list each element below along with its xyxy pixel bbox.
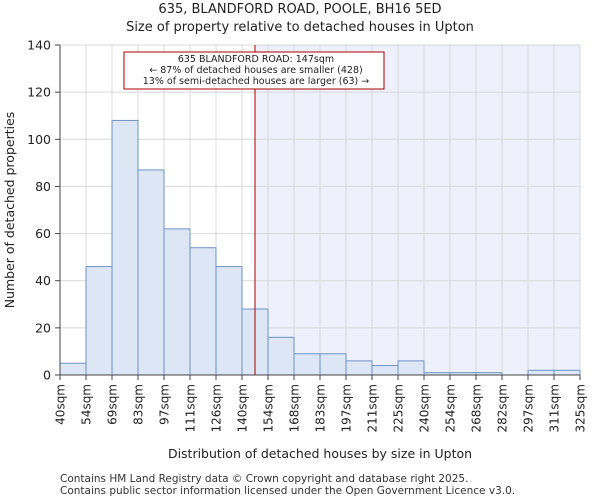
bar-40sqm — [59, 362, 87, 376]
bar-69sqm — [111, 119, 139, 376]
bar-211sqm — [371, 365, 399, 376]
bar-83sqm — [137, 169, 165, 376]
bar-183sqm — [319, 353, 347, 376]
annotation-box: 635 BLANDFORD ROAD: 147sqm ← 87% of deta… — [123, 51, 385, 90]
x-tick-label: 154sqm — [262, 384, 276, 432]
x-tick-label: 168sqm — [288, 384, 302, 432]
x-tick-label: 268sqm — [470, 384, 484, 432]
y-tick-label: 40 — [35, 273, 51, 288]
y-tick-label: 120 — [27, 85, 51, 100]
y-tick-label: 80 — [35, 179, 51, 194]
footer-line-1: Contains HM Land Registry data © Crown c… — [60, 473, 469, 485]
bar-111sqm — [189, 247, 217, 376]
x-tick-label: 140sqm — [236, 384, 250, 432]
x-tick-label: 254sqm — [444, 384, 458, 432]
y-axis-label: Number of detached properties — [2, 112, 17, 309]
bar-126sqm — [215, 266, 243, 376]
x-tick-label: 311sqm — [548, 384, 562, 432]
x-tick-label: 83sqm — [132, 384, 146, 425]
bar-297sqm — [527, 369, 555, 376]
bar-97sqm — [163, 228, 191, 376]
bar-311sqm — [553, 369, 581, 376]
histogram-chart: 0 20 40 60 80 100 120 140 40sqm 54sqm 69sqm 83sqm 97… — [2, 38, 588, 462]
x-tick-label: 225sqm — [392, 384, 406, 432]
bar-154sqm — [267, 336, 295, 376]
x-tick-label: 97sqm — [158, 384, 172, 425]
chart-title: 635, BLANDFORD ROAD, POOLE, BH16 5ED — [158, 2, 442, 17]
y-tick-label: 0 — [43, 368, 51, 383]
y-tick-label: 140 — [27, 38, 51, 53]
x-tick-label: 69sqm — [106, 384, 120, 425]
x-tick-label: 240sqm — [418, 384, 432, 432]
larger-region-shade — [255, 45, 580, 375]
x-tick-label: 40sqm — [54, 384, 68, 425]
x-tick-label: 183sqm — [314, 384, 328, 432]
x-tick-label: 54sqm — [80, 384, 94, 425]
x-tick-label: 197sqm — [340, 384, 354, 432]
x-tick-label: 211sqm — [366, 384, 380, 432]
x-axis-label: Distribution of detached houses by size … — [168, 446, 472, 461]
chart-subtitle: Size of property relative to detached ho… — [126, 20, 474, 35]
x-tick-label: 126sqm — [210, 384, 224, 432]
bar-225sqm — [397, 360, 425, 376]
annotation-line-1: 635 BLANDFORD ROAD: 147sqm — [178, 54, 334, 65]
y-tick-label: 60 — [35, 226, 51, 241]
x-tick-label: 325sqm — [574, 384, 588, 432]
annotation-line-3: 13% of semi-detached houses are larger (… — [143, 76, 370, 87]
y-tick-label: 20 — [35, 320, 51, 335]
x-tick-label: 282sqm — [496, 384, 510, 432]
y-tick-label: 100 — [27, 132, 51, 147]
x-tick-label: 297sqm — [522, 384, 536, 432]
bar-197sqm — [345, 360, 373, 376]
x-tick-label: 111sqm — [184, 384, 198, 432]
footer-line-2: Contains public sector information licen… — [60, 485, 516, 497]
bar-54sqm — [85, 266, 113, 376]
annotation-line-2: ← 87% of detached houses are smaller (42… — [149, 65, 362, 76]
bar-168sqm — [293, 353, 321, 376]
